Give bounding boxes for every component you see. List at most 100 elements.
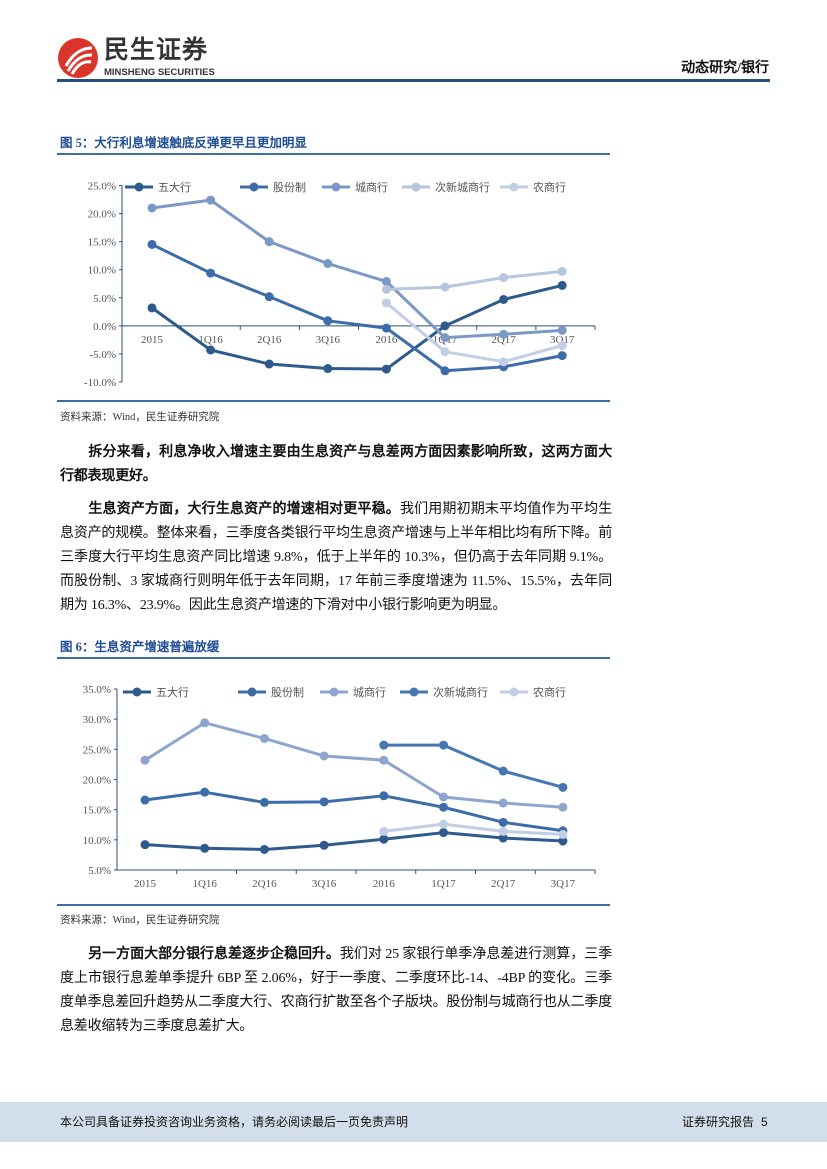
data-point: [379, 740, 389, 750]
data-point: [200, 718, 210, 728]
data-point: [319, 797, 329, 807]
y-tick-label: 30.0%: [83, 714, 111, 726]
x-tick-label: 2015: [134, 878, 157, 890]
series-line-1: [144, 790, 564, 833]
figure5-title: 图 5：大行利息增速触底反弹更早且更加明显: [60, 136, 307, 150]
y-tick-label: 20.0%: [83, 775, 111, 787]
data-point: [200, 787, 210, 797]
data-point: [557, 280, 567, 290]
report-section: 动态研究/银行: [681, 61, 769, 76]
data-point: [140, 840, 150, 850]
legend-label: 农商行: [533, 180, 566, 194]
figure6-title: 图 6：生息资产增速普遍放缓: [60, 640, 220, 654]
figure6-source: 资料来源：Wind，民生证券研究院: [60, 915, 220, 926]
legend-marker: [247, 687, 257, 697]
legend-marker: [249, 182, 259, 192]
legend-label: 股份制: [273, 181, 306, 194]
data-point: [439, 792, 448, 802]
data-point: [147, 203, 157, 213]
data-point: [319, 751, 329, 761]
legend-marker: [331, 182, 341, 192]
data-point: [499, 294, 509, 304]
data-point: [381, 364, 391, 374]
page-number: 5: [761, 1115, 768, 1129]
data-point: [319, 840, 329, 850]
footer-disclaimer: 本公司具备证券投资咨询业务资格，请务必阅读最后一页免责声明: [60, 1115, 409, 1129]
data-point: [379, 826, 389, 836]
series-line-0: [144, 831, 563, 851]
footer-band: [0, 1102, 827, 1142]
data-point: [439, 828, 448, 838]
series-line-2: [144, 721, 564, 809]
legend-marker: [134, 182, 144, 192]
series-line-2: [151, 198, 563, 340]
x-tick-label: 1Q17: [431, 878, 456, 890]
data-point: [558, 802, 568, 812]
legend-label: 城商行: [355, 180, 388, 194]
data-point: [557, 325, 567, 335]
paragraph-3-bold: 另一方面大部分银行息差逐步企稳回升。: [88, 947, 340, 962]
legend-marker: [329, 687, 339, 697]
x-tick-label: 2015: [141, 334, 164, 346]
figure6-bottom-rule: [57, 904, 610, 906]
data-point: [264, 292, 274, 302]
data-point: [147, 239, 157, 249]
x-tick-label: 3Q17: [550, 334, 575, 346]
data-point: [381, 298, 391, 308]
legend-marker: [409, 687, 419, 697]
logo-text-en: MINSHENG SECURITIES: [104, 67, 215, 78]
data-point: [259, 844, 269, 854]
y-tick-label: 25.0%: [83, 744, 111, 756]
data-point: [440, 333, 450, 343]
data-point: [206, 268, 216, 278]
logo-icon: [58, 38, 98, 78]
paragraph-3: 另一方面大部分银行息差逐步企稳回升。我们对 25 家银行单季净息差进行测算，三季…: [60, 943, 612, 1039]
legend-marker: [411, 182, 421, 192]
y-tick-label: 25.0%: [88, 181, 116, 193]
data-point: [379, 834, 389, 844]
x-tick-label: 1Q16: [198, 334, 223, 346]
y-tick-label: 0.0%: [93, 321, 116, 333]
paragraph-2-text: 我们用期初期末平均值作为平均生息资产的规模。整体来看，三季度各类银行平均生息资产…: [60, 502, 613, 613]
legend-label: 股份制: [271, 686, 304, 699]
paragraph-1: 拆分来看，利息净收入增速主要由生息资产与息差两方面因素影响所致，这两方面大行都表…: [60, 441, 612, 489]
data-point: [440, 282, 450, 292]
data-point: [206, 345, 216, 355]
figure5-bottom-rule: [57, 400, 610, 402]
legend-marker: [509, 687, 519, 697]
data-point: [323, 316, 333, 326]
data-point: [557, 351, 567, 361]
data-point: [381, 323, 391, 333]
x-tick-label: 2016: [373, 878, 396, 890]
legend-marker: [509, 182, 519, 192]
y-tick-label: 5.0%: [93, 293, 116, 305]
data-point: [140, 795, 150, 805]
data-point: [147, 303, 157, 313]
header-divider: [57, 79, 770, 82]
x-tick-label: 3Q17: [551, 878, 576, 890]
data-point: [499, 357, 509, 367]
series-line-4: [383, 822, 563, 836]
y-tick-label: 15.0%: [88, 237, 116, 249]
legend-marker: [132, 687, 142, 697]
paragraph-2-bold: 生息资产方面，大行生息资产的增速相对更平稳。: [88, 502, 400, 517]
x-tick-label: 1Q16: [192, 878, 217, 890]
data-point: [498, 817, 508, 827]
data-point: [439, 740, 448, 750]
series-line-0: [151, 283, 563, 371]
figure6-chart: 35.0% 30.0% 25.0% 20.0% 15.0% 10.0% 5.0% 2015 1Q…: [83, 684, 596, 890]
data-point: [379, 755, 389, 765]
paragraph-3-text: 我们对 25 家银行单季净息差进行测算，三季度上市银行息差单季提升 6BP 至 …: [60, 947, 612, 1034]
data-point: [558, 836, 568, 846]
data-point: [498, 833, 508, 843]
y-tick-label: 20.0%: [88, 209, 116, 221]
series-line-3: [383, 743, 564, 789]
data-point: [440, 321, 450, 331]
data-point: [498, 826, 508, 836]
x-tick-label: 3Q16: [312, 878, 337, 890]
data-point: [379, 791, 389, 801]
y-tick-label: -5.0%: [89, 349, 116, 361]
y-tick-label: 5.0%: [88, 865, 111, 877]
y-tick-label: 35.0%: [83, 684, 111, 696]
data-point: [259, 733, 269, 743]
